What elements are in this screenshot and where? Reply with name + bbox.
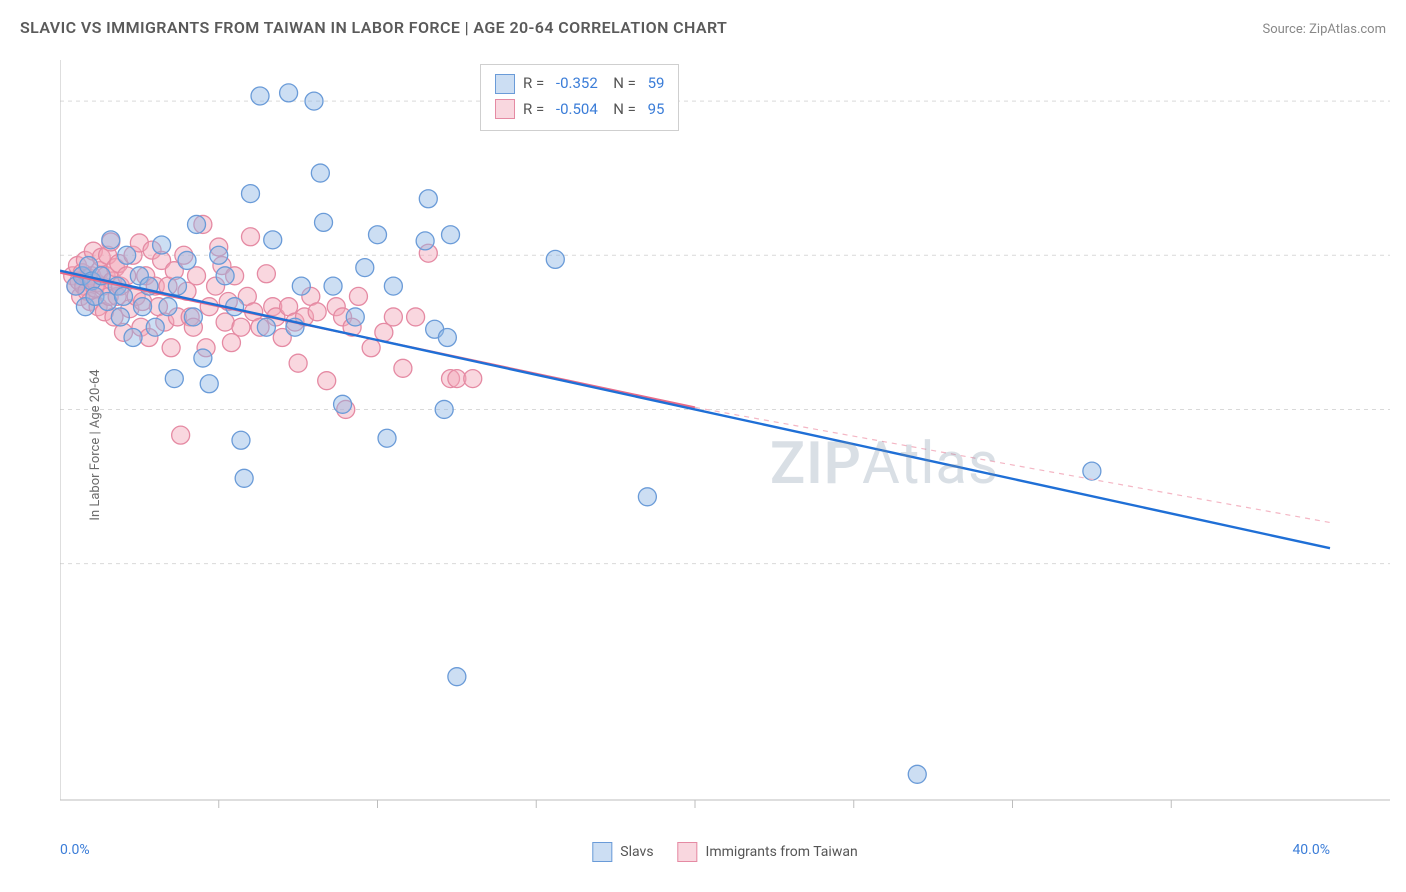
scatter-plot bbox=[60, 60, 1390, 830]
r-label: R = bbox=[523, 97, 548, 123]
swatch-slavs bbox=[495, 74, 515, 94]
legend-item-taiwan: Immigrants from Taiwan bbox=[678, 842, 858, 862]
series-legend: Slavs Immigrants from Taiwan bbox=[592, 842, 857, 862]
source-attribution: Source: ZipAtlas.com bbox=[1262, 22, 1386, 37]
r-value-taiwan: -0.504 bbox=[556, 97, 598, 123]
n-label: N = bbox=[606, 97, 640, 123]
source-name: ZipAtlas.com bbox=[1309, 22, 1386, 37]
legend-label-taiwan: Immigrants from Taiwan bbox=[706, 844, 858, 860]
swatch-slavs bbox=[592, 842, 612, 862]
legend-row-taiwan: R = -0.504 N = 95 bbox=[495, 97, 664, 123]
legend-label-slavs: Slavs bbox=[620, 844, 653, 860]
source-prefix: Source: bbox=[1262, 22, 1309, 37]
x-tick-label: 0.0% bbox=[60, 842, 90, 858]
r-value-slavs: -0.352 bbox=[556, 71, 598, 97]
chart-title: SLAVIC VS IMMIGRANTS FROM TAIWAN IN LABO… bbox=[20, 18, 727, 37]
swatch-taiwan bbox=[678, 842, 698, 862]
x-tick-label: 40.0% bbox=[1292, 842, 1330, 858]
n-value-taiwan: 95 bbox=[648, 97, 665, 123]
legend-row-slavs: R = -0.352 N = 59 bbox=[495, 71, 664, 97]
chart-area: In Labor Force | Age 20-64 100.0%85.0%70… bbox=[60, 60, 1390, 830]
y-axis-label: In Labor Force | Age 20-64 bbox=[88, 369, 103, 520]
r-label: R = bbox=[523, 71, 548, 97]
n-label: N = bbox=[606, 71, 640, 97]
swatch-taiwan bbox=[495, 99, 515, 119]
chart-header: SLAVIC VS IMMIGRANTS FROM TAIWAN IN LABO… bbox=[20, 18, 1386, 37]
n-value-slavs: 59 bbox=[648, 71, 665, 97]
correlation-legend: R = -0.352 N = 59 R = -0.504 N = 95 bbox=[480, 64, 679, 131]
legend-item-slavs: Slavs bbox=[592, 842, 653, 862]
